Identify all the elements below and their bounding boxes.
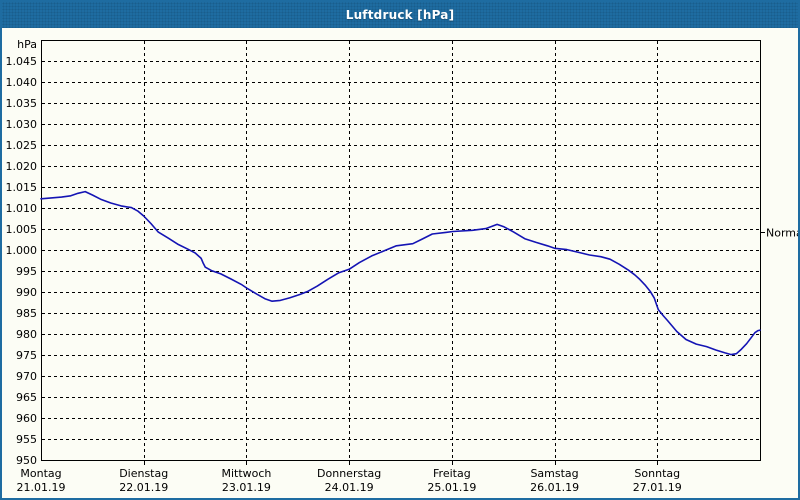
svg-text:1.015: 1.015 bbox=[6, 181, 38, 194]
svg-text:960: 960 bbox=[16, 412, 37, 425]
day-name-label: Dienstag bbox=[119, 467, 168, 480]
svg-text:1.035: 1.035 bbox=[6, 97, 38, 110]
svg-text:1.045: 1.045 bbox=[6, 55, 38, 68]
day-date-label: 21.01.19 bbox=[17, 481, 66, 494]
svg-text:975: 975 bbox=[16, 349, 37, 362]
y-axis-unit-label: hPa bbox=[17, 38, 37, 51]
day-name-label: Freitag bbox=[433, 467, 471, 480]
window-title: Luftdruck [hPa] bbox=[345, 8, 455, 22]
svg-text:1.000: 1.000 bbox=[6, 244, 38, 257]
window-titlebar[interactable]: Luftdruck [hPa] bbox=[2, 2, 798, 28]
svg-text:990: 990 bbox=[16, 286, 37, 299]
normal-marker: Normal bbox=[760, 227, 798, 240]
svg-text:980: 980 bbox=[16, 328, 37, 341]
y-axis-labels: hPa 950 955 960 965 970 975 980 985 990 995 1.000 1.… bbox=[6, 38, 38, 467]
day-name-label: Mittwoch bbox=[221, 467, 271, 480]
svg-text:1.030: 1.030 bbox=[6, 118, 38, 131]
day-date-label: 23.01.19 bbox=[222, 481, 271, 494]
normal-label: Normal bbox=[766, 227, 798, 240]
svg-text:950: 950 bbox=[16, 454, 37, 467]
pressure-curve bbox=[40, 190, 761, 356]
svg-text:985: 985 bbox=[16, 307, 37, 320]
svg-text:995: 995 bbox=[16, 265, 37, 278]
svg-text:955: 955 bbox=[16, 433, 37, 446]
svg-text:1.025: 1.025 bbox=[6, 139, 38, 152]
svg-text:1.010: 1.010 bbox=[6, 202, 38, 215]
svg-text:965: 965 bbox=[16, 391, 37, 404]
day-name-label: Samstag bbox=[530, 467, 578, 480]
svg-text:1.005: 1.005 bbox=[6, 223, 38, 236]
x-axis-ticks bbox=[144, 461, 658, 465]
day-name-label: Montag bbox=[20, 467, 61, 480]
svg-text:970: 970 bbox=[16, 370, 37, 383]
plot-border bbox=[41, 40, 761, 461]
day-name-label: Donnerstag bbox=[317, 467, 381, 480]
day-date-label: 26.01.19 bbox=[530, 481, 579, 494]
grid-lines bbox=[42, 41, 759, 459]
day-date-label: 24.01.19 bbox=[325, 481, 374, 494]
day-date-label: 27.01.19 bbox=[633, 481, 682, 494]
day-name-label: Sonntag bbox=[634, 467, 680, 480]
day-date-label: 25.01.19 bbox=[427, 481, 476, 494]
day-date-label: 22.01.19 bbox=[119, 481, 168, 494]
svg-text:1.040: 1.040 bbox=[6, 76, 38, 89]
svg-text:1.020: 1.020 bbox=[6, 160, 38, 173]
